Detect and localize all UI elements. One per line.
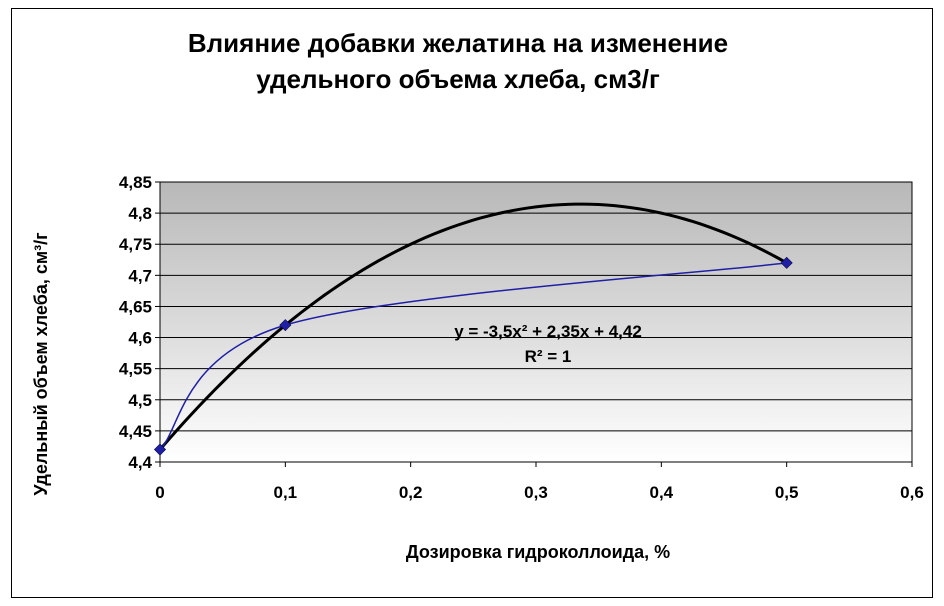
x-tick-label: 0,4 xyxy=(650,483,674,502)
x-tick-label: 0,2 xyxy=(399,483,423,502)
x-axis-title: Дозировка гидроколлоида, % xyxy=(406,542,670,562)
grid-lines xyxy=(160,181,912,463)
y-tick-label: 4,55 xyxy=(119,360,152,379)
x-tick-label: 0 xyxy=(155,483,164,502)
x-tick-label: 0,3 xyxy=(524,483,548,502)
y-tick-label: 4,8 xyxy=(128,204,152,223)
trendline-r-squared: R² = 1 xyxy=(525,347,572,366)
y-axis-title: Удельный объем хлеба, см³/г xyxy=(31,232,51,496)
y-tick-label: 4,4 xyxy=(128,453,152,472)
x-tick-label: 0,1 xyxy=(274,483,298,502)
y-tick-label: 4,65 xyxy=(119,297,152,316)
y-tick-label: 4,6 xyxy=(128,329,152,348)
data-point xyxy=(279,319,292,332)
y-tick-label: 4,5 xyxy=(128,391,152,410)
y-axis-ticks: 4,4 4,45 4,5 4,55 4,6 4,65 4,7 4,75 4,8 4,85 xyxy=(119,173,160,472)
y-tick-label: 4,7 xyxy=(128,266,152,285)
x-tick-label: 0,6 xyxy=(900,483,924,502)
series-points xyxy=(153,256,793,456)
y-tick-label: 4,75 xyxy=(119,235,152,254)
trendline-equation: y = -3,5x² + 2,35x + 4,42 xyxy=(454,322,642,341)
trendline-curve xyxy=(158,202,788,451)
x-tick-label: 0,5 xyxy=(775,483,799,502)
x-axis-ticks: 0 0,1 0,2 0,3 0,4 0,5 0,6 xyxy=(155,462,924,502)
chart-title-line-1: Влияние добавки желатина на изменение xyxy=(188,28,728,58)
data-point xyxy=(153,443,167,456)
y-tick-label: 4,85 xyxy=(119,173,152,192)
data-point xyxy=(780,256,793,269)
series-line xyxy=(159,262,787,451)
chart-title-line-2: удельного объема хлеба, см3/г xyxy=(256,64,660,94)
y-tick-label: 4,45 xyxy=(119,422,152,441)
